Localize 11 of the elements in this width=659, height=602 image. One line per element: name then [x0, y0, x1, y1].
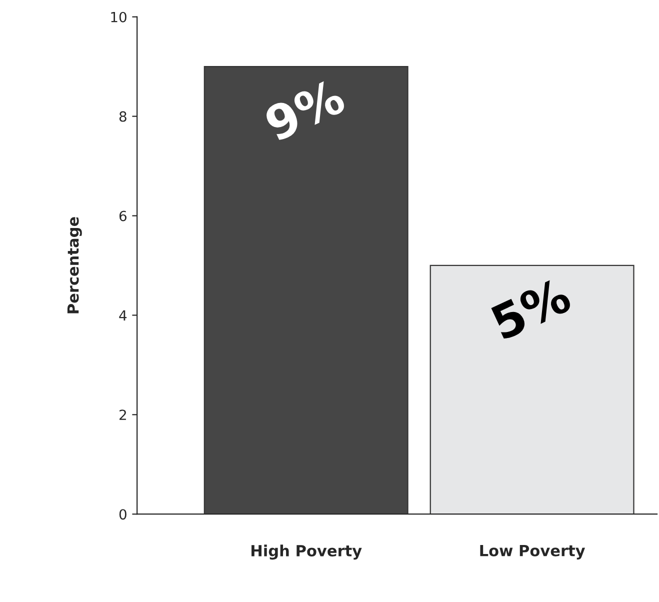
y-tick-label: 6 [119, 210, 126, 222]
y-tick-label: 2 [120, 410, 126, 420]
data-label: 9% [262, 78, 347, 142]
y-axis-title: Percentage [67, 217, 82, 314]
x-tick-label: Low Poverty [480, 545, 586, 560]
y-tick-label: 8 [119, 111, 126, 122]
y-tick-label: 0 [119, 509, 126, 520]
y-tick-label: 4 [119, 310, 127, 320]
y-tick-label: 10 [111, 12, 126, 22]
data-label: 5% [490, 276, 573, 341]
x-tick-label: High Poverty [252, 544, 362, 560]
